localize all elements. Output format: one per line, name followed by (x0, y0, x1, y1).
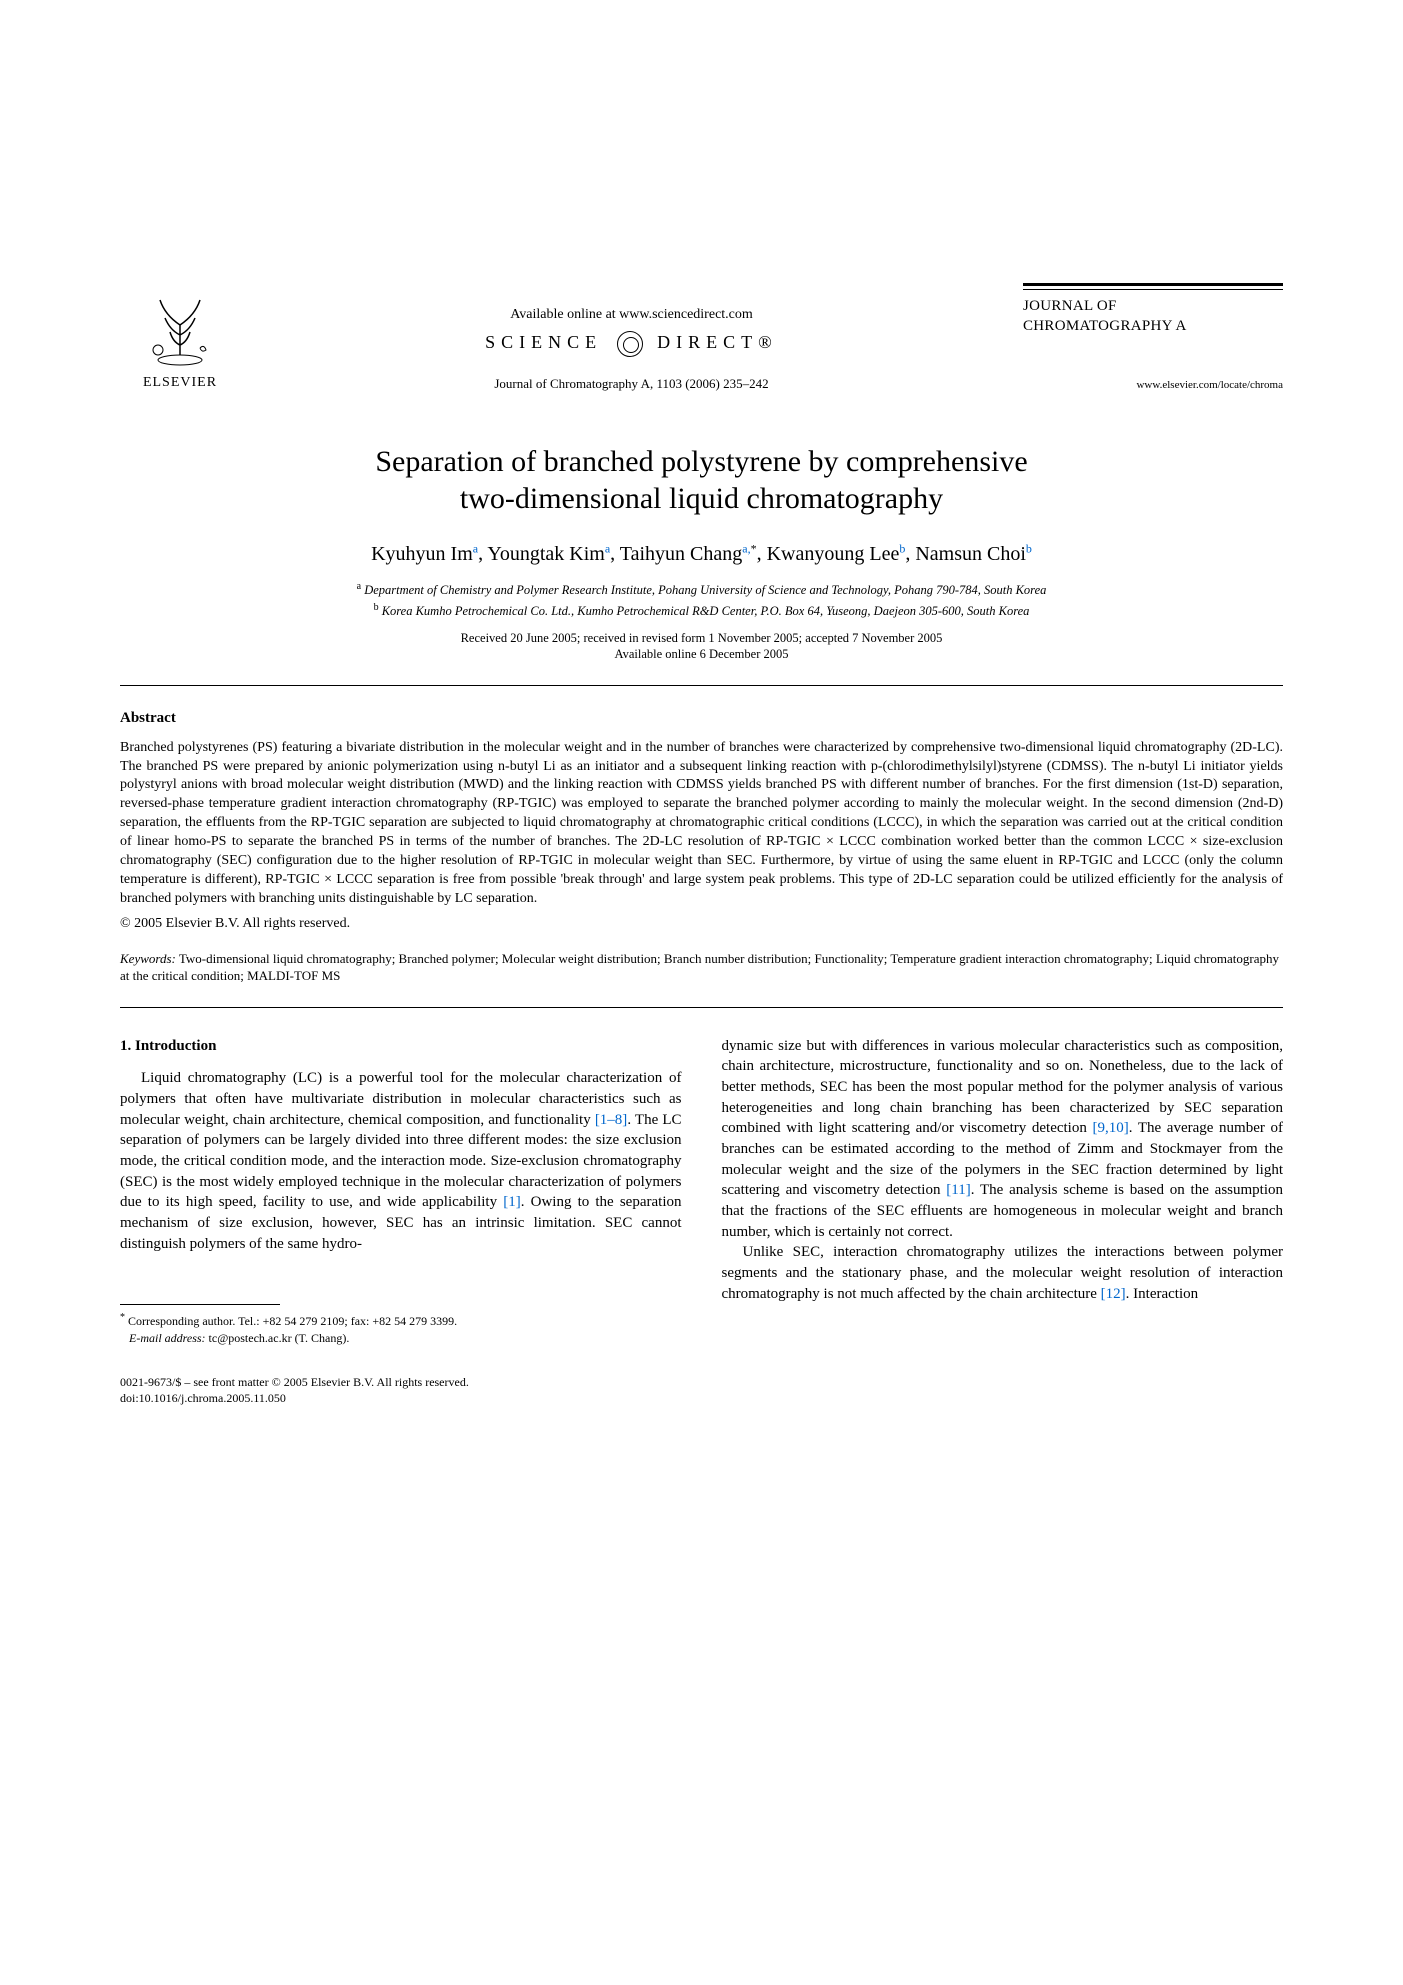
abstract-copyright: © 2005 Elsevier B.V. All rights reserved… (120, 915, 1283, 934)
author-list: Kyuhyun Ima, Youngtak Kima, Taihyun Chan… (120, 540, 1283, 568)
journal-header: ELSEVIER Available online at www.science… (120, 280, 1283, 393)
journal-rule-top (1023, 283, 1283, 290)
corresponding-email: tc@postech.ac.kr (T. Chang). (209, 1331, 350, 1345)
column-right: dynamic size but with differences in var… (722, 1036, 1284, 1407)
abstract-heading: Abstract (120, 708, 1283, 728)
doi-block: 0021-9673/$ – see front matter © 2005 El… (120, 1374, 682, 1406)
elsevier-tree-icon (140, 280, 220, 370)
dates-received: Received 20 June 2005; received in revis… (120, 630, 1283, 647)
journal-url: www.elsevier.com/locate/chroma (1023, 378, 1283, 393)
cite-1-8[interactable]: [1–8] (595, 1112, 628, 1128)
center-header: Available online at www.sciencedirect.co… (240, 306, 1023, 393)
author-2: Youngtak Kima (487, 543, 610, 565)
elsevier-label: ELSEVIER (143, 374, 217, 393)
intro-paragraph-1-cont: dynamic size but with differences in var… (722, 1036, 1284, 1243)
available-online-text: Available online at www.sciencedirect.co… (260, 306, 1003, 325)
cite-12[interactable]: [12] (1101, 1286, 1126, 1302)
rule-below-keywords (120, 1007, 1283, 1008)
sciencedirect-right: DIRECT® (657, 332, 778, 352)
author-3: Taihyun Changa,* (620, 543, 757, 565)
footnote-rule (120, 1304, 280, 1305)
journal-reference: Journal of Chromatography A, 1103 (2006)… (260, 375, 1003, 393)
title-line1: Separation of branched polystyrene by co… (375, 445, 1027, 478)
journal-title-block: JOURNAL OF CHROMATOGRAPHY A www.elsevier… (1023, 283, 1283, 393)
rule-above-abstract (120, 685, 1283, 686)
affiliation-a: a Department of Chemistry and Polymer Re… (120, 580, 1283, 599)
author-1: Kyuhyun Ima (371, 543, 478, 565)
sciencedirect-orb-icon (617, 331, 643, 357)
intro-paragraph-2: Unlike SEC, interaction chromatography u… (722, 1242, 1284, 1304)
author-5: Namsun Choib (915, 543, 1032, 565)
front-matter-line: 0021-9673/$ – see front matter © 2005 El… (120, 1374, 682, 1390)
cite-1[interactable]: [1] (503, 1194, 521, 1210)
body-columns: 1. Introduction Liquid chromatography (L… (120, 1036, 1283, 1407)
sciencedirect-logo: SCIENCE DIRECT® (260, 330, 1003, 357)
doi-line: doi:10.1016/j.chroma.2005.11.050 (120, 1390, 682, 1406)
abstract-body: Branched polystyrenes (PS) featuring a b… (120, 739, 1283, 909)
affiliation-b: b Korea Kumho Petrochemical Co. Ltd., Ku… (120, 601, 1283, 620)
keywords-text: Two-dimensional liquid chromatography; B… (120, 951, 1279, 984)
section-1-heading: 1. Introduction (120, 1036, 682, 1057)
title-line2: two-dimensional liquid chromatography (460, 482, 943, 515)
elsevier-block: ELSEVIER (120, 280, 240, 393)
sciencedirect-left: SCIENCE (485, 332, 602, 352)
cite-11[interactable]: [11] (946, 1182, 970, 1198)
keywords-label: Keywords: (120, 951, 176, 966)
journal-title-line1: JOURNAL OF (1023, 296, 1283, 316)
article-dates: Received 20 June 2005; received in revis… (120, 630, 1283, 664)
journal-title-line2: CHROMATOGRAPHY A (1023, 316, 1283, 336)
column-left: 1. Introduction Liquid chromatography (L… (120, 1036, 682, 1407)
intro-paragraph-1: Liquid chromatography (LC) is a powerful… (120, 1068, 682, 1254)
cite-9-10[interactable]: [9,10] (1092, 1120, 1128, 1136)
author-4: Kwanyoung Leeb (767, 543, 906, 565)
article-title: Separation of branched polystyrene by co… (120, 443, 1283, 518)
corresponding-author-footnote: * Corresponding author. Tel.: +82 54 279… (120, 1311, 682, 1345)
keywords-block: Keywords: Two-dimensional liquid chromat… (120, 950, 1283, 985)
email-label: E-mail address: (129, 1331, 206, 1345)
dates-online: Available online 6 December 2005 (120, 646, 1283, 663)
